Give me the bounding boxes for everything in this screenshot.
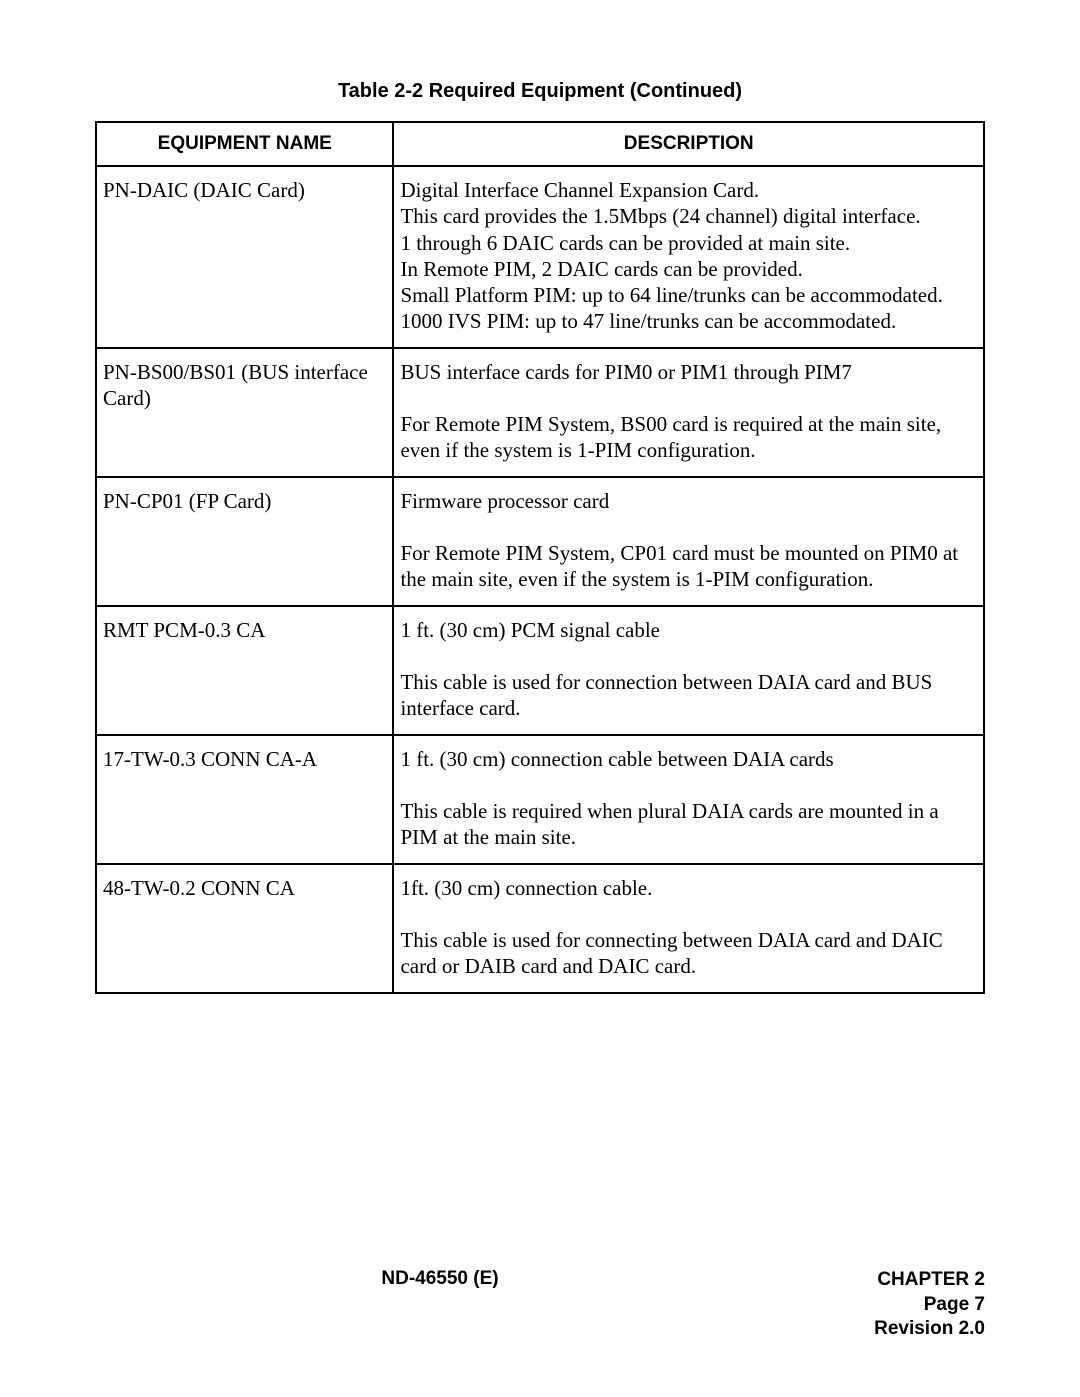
footer-page: Page 7 (785, 1293, 985, 1318)
equipment-name-cell: 17-TW-0.3 CONN CA-A (96, 735, 393, 864)
description-cell: Firmware processor card For Remote PIM S… (393, 477, 984, 606)
table-row: PN-DAIC (DAIC Card) Digital Interface Ch… (96, 166, 984, 348)
description-text: Digital Interface Channel Expansion Card… (400, 177, 977, 335)
description-cell: BUS interface cards for PIM0 or PIM1 thr… (393, 348, 984, 477)
description-cell: 1 ft. (30 cm) connection cable between D… (393, 735, 984, 864)
description-cell: 1 ft. (30 cm) PCM signal cable This cabl… (393, 606, 984, 735)
footer-chapter: CHAPTER 2 (785, 1268, 985, 1293)
equipment-name-cell: PN-CP01 (FP Card) (96, 477, 393, 606)
header-description: DESCRIPTION (393, 122, 984, 166)
table-row: PN-CP01 (FP Card) Firmware processor car… (96, 477, 984, 606)
table-row: 48-TW-0.2 CONN CA 1ft. (30 cm) connectio… (96, 864, 984, 993)
table-title: Table 2-2 Required Equipment (Continued) (95, 80, 985, 103)
description-text: 1 ft. (30 cm) connection cable between D… (400, 746, 977, 851)
table-row: 17-TW-0.3 CONN CA-A 1 ft. (30 cm) connec… (96, 735, 984, 864)
description-text: 1 ft. (30 cm) PCM signal cable This cabl… (400, 617, 977, 722)
description-text: Firmware processor card For Remote PIM S… (400, 488, 977, 593)
header-equipment-name: EQUIPMENT NAME (96, 122, 393, 166)
table-row: RMT PCM-0.3 CA 1 ft. (30 cm) PCM signal … (96, 606, 984, 735)
description-text: BUS interface cards for PIM0 or PIM1 thr… (400, 359, 977, 464)
equipment-name-cell: 48-TW-0.2 CONN CA (96, 864, 393, 993)
table-row: PN-BS00/BS01 (BUS interface Card) BUS in… (96, 348, 984, 477)
page-footer: ND-46550 (E) CHAPTER 2 Page 7 Revision 2… (95, 1268, 985, 1342)
footer-right-block: CHAPTER 2 Page 7 Revision 2.0 (785, 1268, 985, 1342)
description-cell: Digital Interface Channel Expansion Card… (393, 166, 984, 348)
equipment-name-cell: PN-DAIC (DAIC Card) (96, 166, 393, 348)
footer-revision: Revision 2.0 (785, 1317, 985, 1342)
description-text: 1ft. (30 cm) connection cable. This cabl… (400, 875, 977, 980)
equipment-table: EQUIPMENT NAME DESCRIPTION PN-DAIC (DAIC… (95, 121, 985, 994)
table-header-row: EQUIPMENT NAME DESCRIPTION (96, 122, 984, 166)
equipment-name-cell: PN-BS00/BS01 (BUS interface Card) (96, 348, 393, 477)
footer-doc-id: ND-46550 (E) (95, 1268, 785, 1290)
equipment-name-cell: RMT PCM-0.3 CA (96, 606, 393, 735)
description-cell: 1ft. (30 cm) connection cable. This cabl… (393, 864, 984, 993)
